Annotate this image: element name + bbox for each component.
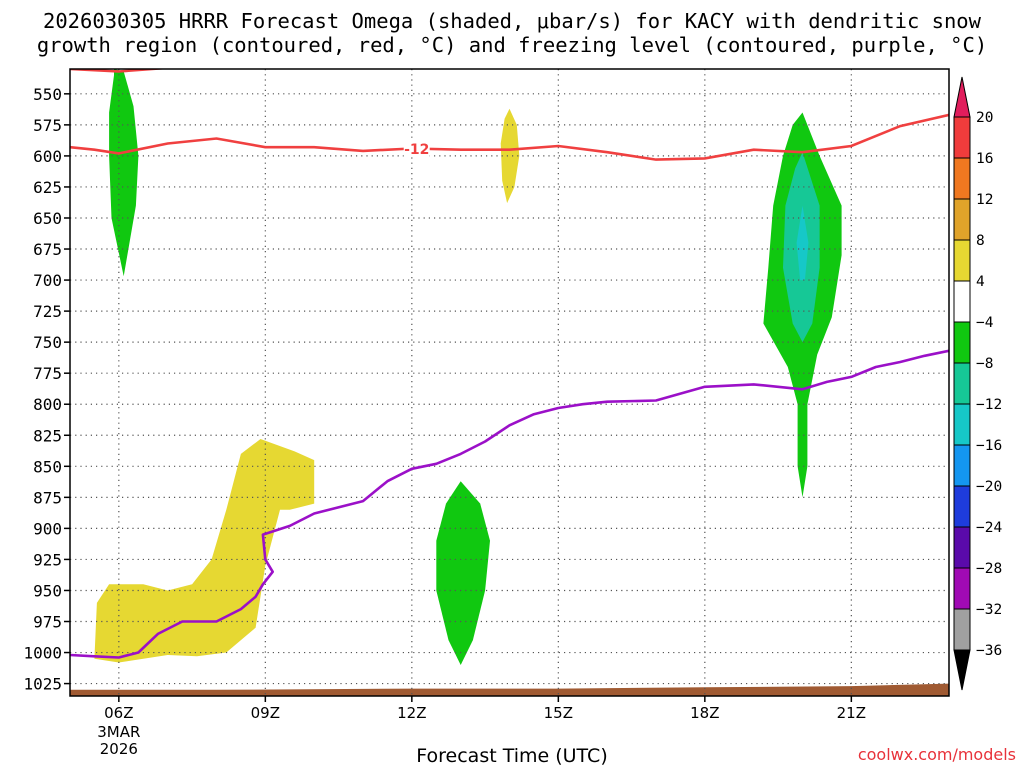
colorbar-swatch (953, 608, 971, 651)
y-tick-label: 1025 (23, 675, 62, 694)
colorbar-label: −4 (976, 315, 994, 331)
date-label: 2026 (100, 740, 138, 758)
dendritic-contour-label: -12 (404, 142, 429, 158)
colorbar-swatch (953, 403, 971, 446)
colorbar-label: −36 (976, 643, 1002, 659)
colorbar-swatch (953, 321, 971, 364)
y-tick-label: 550 (33, 85, 62, 104)
colorbar-swatch (953, 239, 971, 282)
colorbar-swatch (953, 157, 971, 200)
y-tick-label: 575 (33, 116, 62, 135)
colorbar-label: 12 (976, 192, 993, 208)
colorbar-label: −8 (976, 356, 993, 372)
colorbar-label: 16 (976, 151, 993, 167)
y-tick-label: 600 (33, 147, 62, 166)
axes-layer: 550 575 600 625 650 675 700 725 750 775 800 825 850 8… (23, 68, 950, 758)
y-tick-label: 725 (33, 302, 62, 321)
omega-region-subsidence-lowlevel (94, 439, 315, 663)
y-tick-label: 650 (33, 209, 62, 228)
colorbar-swatch (953, 280, 971, 323)
site-credit[interactable]: coolwx.com/models (857, 745, 1016, 764)
y-tick-label: 875 (33, 488, 62, 507)
colorbar-swatch (953, 444, 971, 487)
colorbar-label: 8 (976, 233, 985, 249)
y-tick-label: 800 (33, 395, 62, 414)
colorbar-arrow-bottom (953, 649, 971, 691)
x-tick-label: 15Z (544, 704, 573, 722)
y-tick-label: 750 (33, 333, 62, 352)
x-tick-label: 06Z (104, 704, 133, 722)
colorbar-swatch (953, 526, 971, 569)
colorbar-swatch (953, 362, 971, 405)
colorbar-label: 4 (976, 274, 985, 290)
colorbar-label: −16 (976, 438, 1002, 454)
colorbar-label: −20 (976, 479, 1002, 495)
x-tick-label: 12Z (397, 704, 426, 722)
colorbar-label: −12 (976, 397, 1002, 413)
colorbar-swatch (953, 567, 971, 610)
colorbar-label: −28 (976, 561, 1002, 577)
plot-frame (69, 68, 950, 697)
y-tick-label: 700 (33, 271, 62, 290)
colorbar-label: 20 (976, 110, 993, 126)
chart-title-line2: growth region (contoured, red, °C) and f… (36, 33, 988, 57)
omega-region-subsidence-midlevel (500, 108, 520, 204)
colorbar-label: −24 (976, 520, 1002, 536)
y-tick-label: 825 (33, 426, 62, 445)
y-tick-label: 1000 (23, 644, 62, 663)
y-tick-label: 900 (33, 519, 62, 538)
date-label: 3MAR (97, 723, 140, 741)
x-tick-label: 21Z (837, 704, 866, 722)
x-tick-label: 09Z (251, 704, 280, 722)
y-tick-label: 975 (33, 613, 62, 632)
y-tick-label: 775 (33, 364, 62, 383)
omega-region-ascent-early (109, 69, 139, 277)
contour-layer: -12 (70, 69, 949, 659)
colorbar-swatch (953, 485, 971, 528)
omega-fill-layer (70, 69, 949, 696)
omega-region-ascent-late-inner (796, 205, 809, 281)
freezing-level-line (70, 349, 949, 659)
grid-layer (70, 69, 949, 696)
y-tick-label: 675 (33, 240, 62, 259)
chart-title-line1: 2026030305 HRRR Forecast Omega (shaded, … (43, 9, 981, 33)
colorbar: 20 16 12 8 4 −4 −8 −12 −16 −20 −24 −28 −32 −36 (953, 76, 1002, 691)
x-axis-label: Forecast Time (UTC) (416, 745, 608, 767)
colorbar-swatch (953, 116, 971, 159)
terrain-fill (70, 683, 949, 696)
y-tick-label: 950 (33, 581, 62, 600)
colorbar-arrow-top (953, 76, 971, 118)
colorbar-label: −32 (976, 602, 1002, 618)
y-tick-label: 625 (33, 178, 62, 197)
y-tick-label: 850 (33, 457, 62, 476)
y-tick-label: 925 (33, 550, 62, 569)
dendritic-label-bg (403, 141, 430, 158)
colorbar-swatch (953, 198, 971, 241)
omega-region-ascent-lowlevel (436, 481, 490, 665)
x-tick-label: 18Z (690, 704, 719, 722)
dendritic-contour-line (70, 113, 949, 161)
